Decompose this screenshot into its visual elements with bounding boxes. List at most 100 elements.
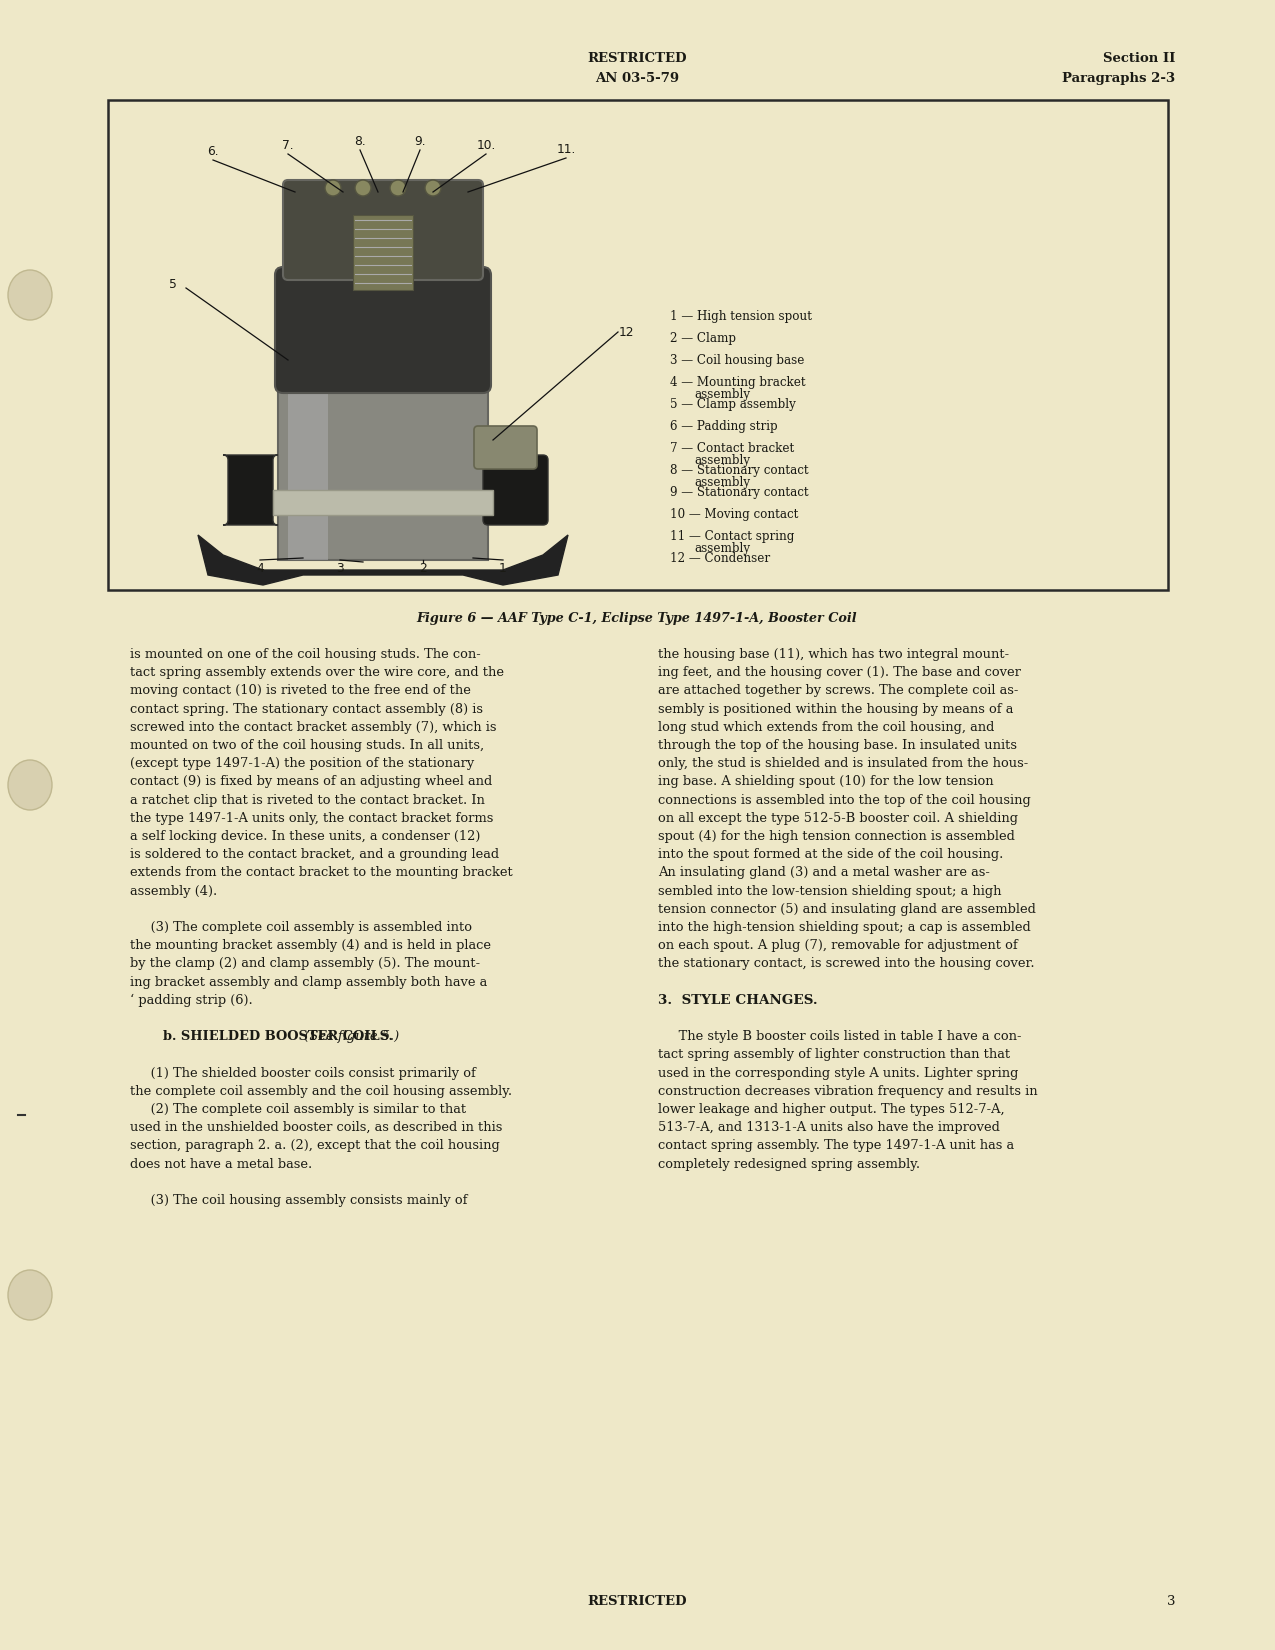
Text: the complete coil assembly and the coil housing assembly.: the complete coil assembly and the coil … xyxy=(130,1084,513,1097)
Text: sembly is positioned within the housing by means of a: sembly is positioned within the housing … xyxy=(658,703,1014,716)
Bar xyxy=(288,380,328,559)
Text: are attached together by screws. The complete coil as-: are attached together by screws. The com… xyxy=(658,685,1019,698)
Bar xyxy=(108,101,1168,591)
Text: b. SHIELDED BOOSTER COILS.: b. SHIELDED BOOSTER COILS. xyxy=(163,1030,393,1043)
Text: tact spring assembly of lighter construction than that: tact spring assembly of lighter construc… xyxy=(658,1048,1010,1061)
FancyBboxPatch shape xyxy=(275,267,491,393)
Text: 7.: 7. xyxy=(282,139,293,152)
Text: (3) The coil housing assembly consists mainly of: (3) The coil housing assembly consists m… xyxy=(130,1195,468,1208)
Text: the housing base (11), which has two integral mount-: the housing base (11), which has two int… xyxy=(658,648,1009,662)
Text: 8.: 8. xyxy=(354,135,366,148)
FancyBboxPatch shape xyxy=(283,180,483,280)
Text: is mounted on one of the coil housing studs. The con-: is mounted on one of the coil housing st… xyxy=(130,648,481,662)
Text: 2: 2 xyxy=(419,563,427,574)
Text: completely redesigned spring assembly.: completely redesigned spring assembly. xyxy=(658,1158,921,1170)
Text: lower leakage and higher output. The types 512-7-A,: lower leakage and higher output. The typ… xyxy=(658,1102,1005,1115)
Bar xyxy=(278,380,488,559)
Circle shape xyxy=(425,180,441,196)
Text: 4: 4 xyxy=(256,563,264,574)
Text: 9 — Stationary contact: 9 — Stationary contact xyxy=(669,487,808,498)
Text: 3: 3 xyxy=(337,563,344,574)
Polygon shape xyxy=(198,535,567,586)
Text: 9.: 9. xyxy=(414,135,426,148)
Text: 7 — Contact bracket: 7 — Contact bracket xyxy=(669,442,794,455)
Text: (See figure 5.): (See figure 5.) xyxy=(296,1030,399,1043)
Text: mounted on two of the coil housing studs. In all units,: mounted on two of the coil housing studs… xyxy=(130,739,484,752)
Text: (except type 1497-1-A) the position of the stationary: (except type 1497-1-A) the position of t… xyxy=(130,757,474,771)
Text: Figure 6 — AAF Type C-1, Eclipse Type 1497-1-A, Booster Coil: Figure 6 — AAF Type C-1, Eclipse Type 14… xyxy=(417,612,857,625)
Text: ‘ padding strip (6).: ‘ padding strip (6). xyxy=(130,993,252,1006)
Bar xyxy=(273,490,493,515)
Text: a ratchet clip that is riveted to the contact bracket. In: a ratchet clip that is riveted to the co… xyxy=(130,794,484,807)
Text: through the top of the housing base. In insulated units: through the top of the housing base. In … xyxy=(658,739,1017,752)
Text: into the high-tension shielding spout; a cap is assembled: into the high-tension shielding spout; a… xyxy=(658,921,1030,934)
Text: used in the unshielded booster coils, as described in this: used in the unshielded booster coils, as… xyxy=(130,1122,502,1134)
Text: 1 — High tension spout: 1 — High tension spout xyxy=(669,310,812,323)
Text: 3: 3 xyxy=(1167,1596,1176,1609)
Text: 10.: 10. xyxy=(477,139,496,152)
Text: contact spring assembly. The type 1497-1-A unit has a: contact spring assembly. The type 1497-1… xyxy=(658,1140,1014,1152)
Text: 5 — Clamp assembly: 5 — Clamp assembly xyxy=(669,398,796,411)
Text: a self locking device. In these units, a condenser (12): a self locking device. In these units, a… xyxy=(130,830,481,843)
FancyBboxPatch shape xyxy=(483,455,548,525)
Text: 11.: 11. xyxy=(556,144,576,157)
Text: the type 1497-1-A units only, the contact bracket forms: the type 1497-1-A units only, the contac… xyxy=(130,812,493,825)
FancyBboxPatch shape xyxy=(223,455,278,525)
Text: 2 — Clamp: 2 — Clamp xyxy=(669,332,736,345)
Text: AN 03-5-79: AN 03-5-79 xyxy=(595,73,680,86)
Text: 8 — Stationary contact: 8 — Stationary contact xyxy=(669,464,808,477)
Text: long stud which extends from the coil housing, and: long stud which extends from the coil ho… xyxy=(658,721,994,734)
Text: assembly: assembly xyxy=(694,543,750,554)
Text: ing feet, and the housing cover (1). The base and cover: ing feet, and the housing cover (1). The… xyxy=(658,667,1021,680)
Text: extends from the contact bracket to the mounting bracket: extends from the contact bracket to the … xyxy=(130,866,513,879)
Text: (1) The shielded booster coils consist primarily of: (1) The shielded booster coils consist p… xyxy=(130,1066,476,1079)
Text: 5: 5 xyxy=(170,279,177,292)
Text: Paragraphs 2-3: Paragraphs 2-3 xyxy=(1062,73,1176,86)
Circle shape xyxy=(325,180,340,196)
Text: assembly: assembly xyxy=(694,454,750,467)
Text: 6.: 6. xyxy=(207,145,219,158)
Text: construction decreases vibration frequency and results in: construction decreases vibration frequen… xyxy=(658,1084,1038,1097)
Text: An insulating gland (3) and a metal washer are as-: An insulating gland (3) and a metal wash… xyxy=(658,866,989,879)
Text: RESTRICTED: RESTRICTED xyxy=(588,1596,687,1609)
Text: connections is assembled into the top of the coil housing: connections is assembled into the top of… xyxy=(658,794,1030,807)
Text: assembly: assembly xyxy=(694,477,750,488)
Text: into the spout formed at the side of the coil housing.: into the spout formed at the side of the… xyxy=(658,848,1003,861)
Text: screwed into the contact bracket assembly (7), which is: screwed into the contact bracket assembl… xyxy=(130,721,496,734)
Text: 3 — Coil housing base: 3 — Coil housing base xyxy=(669,355,805,366)
Ellipse shape xyxy=(8,761,52,810)
Circle shape xyxy=(354,180,371,196)
Text: assembly (4).: assembly (4). xyxy=(130,884,217,898)
Text: assembly: assembly xyxy=(694,388,750,401)
Text: ing bracket assembly and clamp assembly both have a: ing bracket assembly and clamp assembly … xyxy=(130,975,487,988)
Text: section, paragraph 2. a. (2), except that the coil housing: section, paragraph 2. a. (2), except tha… xyxy=(130,1140,500,1152)
Text: spout (4) for the high tension connection is assembled: spout (4) for the high tension connectio… xyxy=(658,830,1015,843)
Text: only, the stud is shielded and is insulated from the hous-: only, the stud is shielded and is insula… xyxy=(658,757,1028,771)
Text: (2) The complete coil assembly is similar to that: (2) The complete coil assembly is simila… xyxy=(130,1102,467,1115)
Text: the stationary contact, is screwed into the housing cover.: the stationary contact, is screwed into … xyxy=(658,957,1034,970)
Text: 513-7-A, and 1313-1-A units also have the improved: 513-7-A, and 1313-1-A units also have th… xyxy=(658,1122,1000,1134)
Text: ing base. A shielding spout (10) for the low tension: ing base. A shielding spout (10) for the… xyxy=(658,776,993,789)
Bar xyxy=(353,214,413,290)
Ellipse shape xyxy=(8,271,52,320)
Text: the mounting bracket assembly (4) and is held in place: the mounting bracket assembly (4) and is… xyxy=(130,939,491,952)
Text: Section II: Section II xyxy=(1103,53,1176,64)
Text: tension connector (5) and insulating gland are assembled: tension connector (5) and insulating gla… xyxy=(658,903,1035,916)
FancyBboxPatch shape xyxy=(474,426,537,469)
Text: 6 — Padding strip: 6 — Padding strip xyxy=(669,421,778,432)
Text: on each spout. A plug (7), removable for adjustment of: on each spout. A plug (7), removable for… xyxy=(658,939,1017,952)
Text: on all except the type 512-5-B booster coil. A shielding: on all except the type 512-5-B booster c… xyxy=(658,812,1017,825)
Text: 12: 12 xyxy=(618,325,634,338)
Text: 1: 1 xyxy=(499,563,507,574)
Text: by the clamp (2) and clamp assembly (5). The mount-: by the clamp (2) and clamp assembly (5).… xyxy=(130,957,481,970)
Text: RESTRICTED: RESTRICTED xyxy=(588,53,687,64)
Text: 11 — Contact spring: 11 — Contact spring xyxy=(669,530,794,543)
Text: is soldered to the contact bracket, and a grounding lead: is soldered to the contact bracket, and … xyxy=(130,848,499,861)
Text: (3) The complete coil assembly is assembled into: (3) The complete coil assembly is assemb… xyxy=(130,921,472,934)
Circle shape xyxy=(390,180,405,196)
Text: 12 — Condenser: 12 — Condenser xyxy=(669,553,770,564)
Text: sembled into the low-tension shielding spout; a high: sembled into the low-tension shielding s… xyxy=(658,884,1001,898)
Text: contact spring. The stationary contact assembly (8) is: contact spring. The stationary contact a… xyxy=(130,703,483,716)
Text: tact spring assembly extends over the wire core, and the: tact spring assembly extends over the wi… xyxy=(130,667,504,680)
Text: 10 — Moving contact: 10 — Moving contact xyxy=(669,508,798,521)
